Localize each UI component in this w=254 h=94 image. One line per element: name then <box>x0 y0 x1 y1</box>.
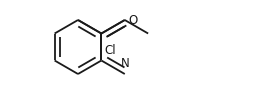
Text: Cl: Cl <box>104 44 116 58</box>
Text: N: N <box>120 57 129 70</box>
Text: O: O <box>129 14 138 27</box>
